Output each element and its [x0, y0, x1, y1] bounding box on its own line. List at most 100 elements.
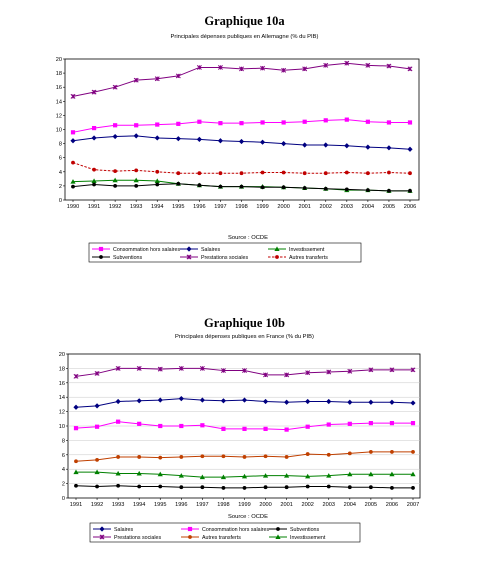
chart-b-x-tick-label: 1992: [91, 502, 103, 508]
chart-b-series-subventions-point: [326, 484, 331, 489]
chart-a-legend-autres-transferts-label: Autres transferts: [289, 255, 328, 261]
chart-a-series-subventions-point: [92, 182, 96, 187]
chart-a-legend-subventions-marker: [99, 255, 103, 259]
chart-b-series-investissement-point: [410, 471, 416, 477]
chart-b-x-tick-label: 2001: [280, 502, 292, 508]
chart-b-x-tick-label: 1995: [154, 502, 166, 508]
chart-a-series-subventions-point: [197, 183, 202, 188]
chart-a-y-tick-label: 18: [56, 71, 62, 77]
chart-b-legend-autres-transferts-label: Autres transferts: [202, 535, 241, 541]
chart-a-series-salaires: [70, 133, 413, 152]
chart-b-series-autres-transferts-point: [74, 459, 78, 464]
chart-b-series-consommation-hors-salaires-point: [116, 419, 121, 424]
chart-b-x-tick-label: 1999: [238, 502, 250, 508]
chart-a-x-tick-label: 1999: [256, 204, 268, 210]
chart-b-series-subventions-point: [263, 485, 268, 490]
chart-b-series-consommation-hors-salaires-point: [389, 421, 395, 426]
chart-a-series-investissement-point: [70, 179, 76, 184]
chart-a-series-autres-transferts-point: [408, 171, 412, 176]
chart-a-x-tick-label: 1997: [214, 204, 226, 210]
chart-a-series-salaires-point: [112, 133, 118, 140]
chart-b-subtitle: Principales dépenses publiques en France…: [175, 334, 314, 340]
chart-a-series-subventions-point: [155, 182, 160, 187]
chart-a-series-prestations-sociales-point: [91, 89, 97, 95]
chart-a-series-salaires-point: [407, 146, 413, 152]
chart-a-series-salaires-point: [154, 135, 160, 141]
chart-a-series-autres-transferts-point: [134, 168, 139, 173]
chart-b-series-prestations-sociales-point: [136, 365, 142, 371]
chart-a-legend-consommation-hors-salaires-label: Consommation hors salaires: [113, 247, 180, 253]
chart-b-series-prestations-sociales-point: [199, 365, 205, 371]
chart-b-series-autres-transferts-point: [263, 454, 268, 459]
chart-b-series-investissement-point: [305, 473, 311, 479]
chart-b-legend: [89, 522, 361, 543]
chart-a-series-consommation-hors-salaires-point: [323, 118, 328, 123]
chart-b-series-consommation-hors-salaires-point: [221, 426, 226, 431]
chart-b-series-investissement-point: [220, 474, 227, 480]
chart-a-legend-salaires-marker: [186, 246, 192, 252]
chart-a-series-prestations-sociales-point: [281, 67, 287, 73]
chart-a-series-consommation-hors-salaires-point: [386, 120, 392, 125]
chart-a-x-tick-label: 2000: [277, 204, 289, 210]
chart-b-series-salaires-point: [115, 398, 121, 405]
chart-b-series-salaires-point: [410, 400, 416, 406]
chart-b-series-autres-transferts-point: [305, 452, 310, 456]
chart-b-series-salaires: [73, 396, 416, 410]
chart-b-y-tick-label: 20: [59, 352, 65, 358]
chart-b-series-consommation-hors-salaires-point: [305, 424, 310, 429]
chart-a-series-subventions-point: [387, 188, 391, 193]
chart-b-series-prestations-sociales-point: [115, 365, 121, 371]
chart-a-legend-prestations-sociales-label: Prestations sociales: [201, 255, 248, 261]
chart-a-series-consommation-hors-salaires-point: [239, 121, 244, 126]
chart-a-series-salaires-point: [344, 143, 350, 149]
chart-a-series-subventions-point: [323, 186, 328, 191]
chart-b-series-subventions-point: [305, 484, 310, 489]
chart-b-series-investissement-point: [284, 473, 290, 478]
chart-a-x-tick-label: 1993: [130, 204, 142, 210]
chart-b-legend-subventions-label: Subventions: [290, 527, 320, 533]
chart-b-series-consommation-hors-salaires-point: [200, 423, 205, 428]
chart-b-x-tick-label: 2007: [407, 502, 419, 508]
chart-a-series-investissement-point: [154, 178, 160, 183]
chart-a-series-salaires-point: [70, 138, 76, 144]
chart-b-series-autres-transferts-point: [200, 454, 205, 459]
chart-b-y-tick-label: 12: [59, 410, 65, 416]
chart-a-series-consommation-hors-salaires-point: [302, 119, 307, 124]
chart-a-legend-salaires-label: Salaires: [201, 247, 220, 253]
chart-b-y-tick-label: 16: [59, 381, 65, 387]
chart-a-y-tick-label: 14: [56, 99, 62, 105]
chart-b-series-consommation-hors-salaires-point: [368, 421, 373, 426]
chart-b-y-tick-label: 14: [59, 395, 65, 401]
chart-a-series-salaires-point: [302, 142, 308, 148]
chart-b-series-investissement-point: [389, 471, 395, 477]
chart-a-series-consommation-hors-salaires-point: [134, 123, 139, 128]
chart-b-series-autres-transferts-point: [242, 455, 247, 459]
chart-a-legend-prestations-sociales-marker: [186, 254, 192, 260]
chart-a-x-tick-label: 1996: [193, 204, 205, 210]
chart-a-series-prestations-sociales-point: [133, 77, 139, 83]
chart-a-x-tick-label: 1991: [88, 204, 100, 210]
chart-a-series-consommation-hors-salaires-point: [344, 117, 349, 122]
chart-a-series-autres-transferts: [71, 160, 412, 176]
chart-b-series-salaires-point: [73, 404, 79, 410]
chart-a-x-tick-label: 1998: [235, 204, 247, 210]
chart-b-series-investissement: [73, 469, 416, 480]
chart-a-series-consommation-hors-salaires-point: [197, 119, 202, 124]
chart-b-series-prestations-sociales-point: [94, 370, 100, 376]
chart-a-series-prestations-sociales-point: [260, 65, 266, 71]
chart-b-series-salaires-point: [389, 399, 395, 405]
chart-a-x-tick-label: 2001: [298, 204, 310, 210]
chart-b-series-salaires-point: [368, 399, 374, 405]
chart-b-series-investissement-point: [157, 471, 163, 477]
chart-a-series-prestations-sociales-point: [239, 66, 244, 72]
chart-a-series-consommation-hors-salaires-point: [70, 130, 76, 135]
chart-b-series-investissement-point: [347, 471, 353, 477]
chart-b-series-consommation-hors-salaires-point: [179, 423, 184, 429]
chart-b-y-tick-label: 8: [62, 438, 65, 444]
chart-a-x-tick-label: 1992: [109, 204, 121, 210]
chart-b-series-subventions-point: [200, 485, 205, 490]
chart-a-series-prestations-sociales-point: [70, 93, 76, 99]
chart-b-series-autres-transferts-point: [411, 450, 415, 454]
